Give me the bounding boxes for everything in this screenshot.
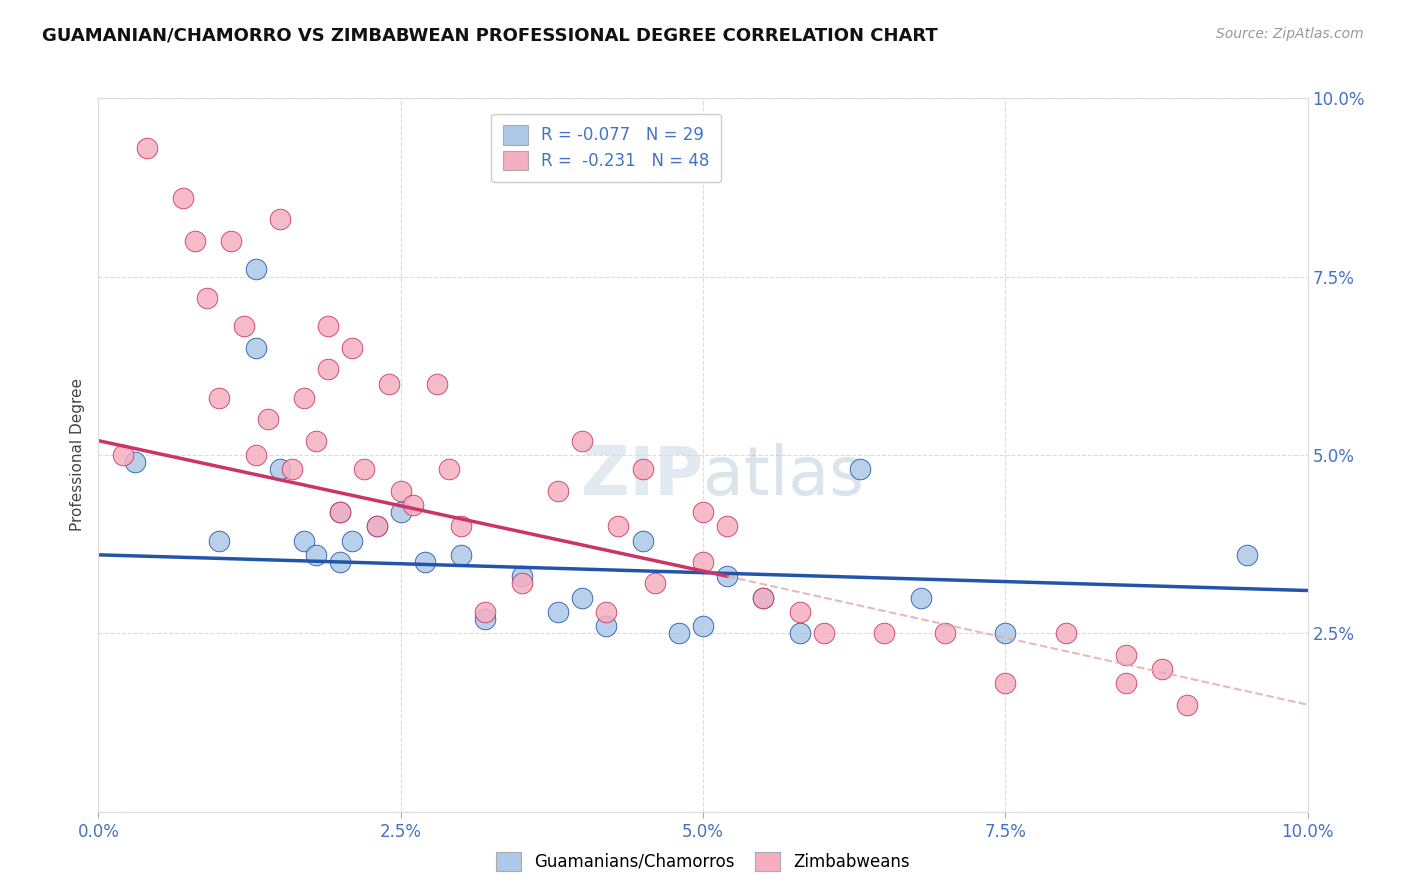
Point [245, 448, 267, 462]
Point [752, 591, 775, 605]
Point [281, 462, 304, 476]
Point [426, 376, 449, 391]
Point [849, 462, 872, 476]
Point [1175, 698, 1198, 712]
Point [366, 519, 388, 533]
Point [269, 212, 291, 227]
Point [124, 455, 146, 469]
Point [413, 555, 436, 569]
Point [353, 462, 375, 476]
Point [342, 341, 364, 355]
Point [1236, 548, 1258, 562]
Point [221, 234, 243, 248]
Point [342, 533, 364, 548]
Point [135, 141, 157, 155]
Point [1115, 676, 1137, 690]
Point [813, 626, 835, 640]
Point [644, 576, 666, 591]
Point [474, 612, 496, 626]
Point [631, 533, 654, 548]
Point [329, 505, 352, 519]
Text: ZIP: ZIP [581, 443, 703, 509]
Point [789, 605, 811, 619]
Point [994, 676, 1017, 690]
Point [1054, 626, 1077, 640]
Point [716, 569, 738, 583]
Point [692, 619, 714, 633]
Point [789, 626, 811, 640]
Point [547, 483, 569, 498]
Text: atlas: atlas [703, 443, 863, 509]
Point [994, 626, 1017, 640]
Point [595, 605, 617, 619]
Legend: Guamanians/Chamorros, Zimbabweans: Guamanians/Chamorros, Zimbabweans [488, 843, 918, 880]
Point [389, 505, 412, 519]
Point [437, 462, 460, 476]
Point [172, 191, 194, 205]
Point [377, 376, 399, 391]
Point [111, 448, 134, 462]
Point [450, 519, 472, 533]
Point [389, 483, 412, 498]
Point [934, 626, 956, 640]
Point [195, 291, 218, 305]
Point [329, 555, 352, 569]
Point [316, 362, 339, 376]
Point [631, 462, 654, 476]
Point [450, 548, 472, 562]
Point [316, 319, 339, 334]
Text: GUAMANIAN/CHAMORRO VS ZIMBABWEAN PROFESSIONAL DEGREE CORRELATION CHART: GUAMANIAN/CHAMORRO VS ZIMBABWEAN PROFESS… [42, 27, 938, 45]
Point [402, 498, 425, 512]
Point [547, 605, 569, 619]
Point [571, 591, 593, 605]
Point [256, 412, 278, 426]
Point [873, 626, 896, 640]
Point [305, 434, 328, 448]
Point [366, 519, 388, 533]
Point [245, 341, 267, 355]
Point [292, 533, 315, 548]
Point [595, 619, 617, 633]
Point [245, 262, 267, 277]
Point [184, 234, 207, 248]
Point [716, 519, 738, 533]
Point [752, 591, 775, 605]
Legend: R = -0.077   N = 29, R =  -0.231   N = 48: R = -0.077 N = 29, R = -0.231 N = 48 [491, 113, 721, 182]
Point [329, 505, 352, 519]
Point [607, 519, 630, 533]
Point [668, 626, 690, 640]
Point [910, 591, 932, 605]
Point [692, 505, 714, 519]
Point [1115, 648, 1137, 662]
Point [208, 533, 231, 548]
Point [292, 391, 315, 405]
Point [1152, 662, 1174, 676]
Y-axis label: Professional Degree: Professional Degree [70, 378, 86, 532]
Point [692, 555, 714, 569]
Text: Source: ZipAtlas.com: Source: ZipAtlas.com [1216, 27, 1364, 41]
Point [208, 391, 231, 405]
Point [232, 319, 254, 334]
Point [510, 576, 533, 591]
Point [305, 548, 328, 562]
Point [571, 434, 593, 448]
Point [269, 462, 291, 476]
Point [474, 605, 496, 619]
Point [510, 569, 533, 583]
